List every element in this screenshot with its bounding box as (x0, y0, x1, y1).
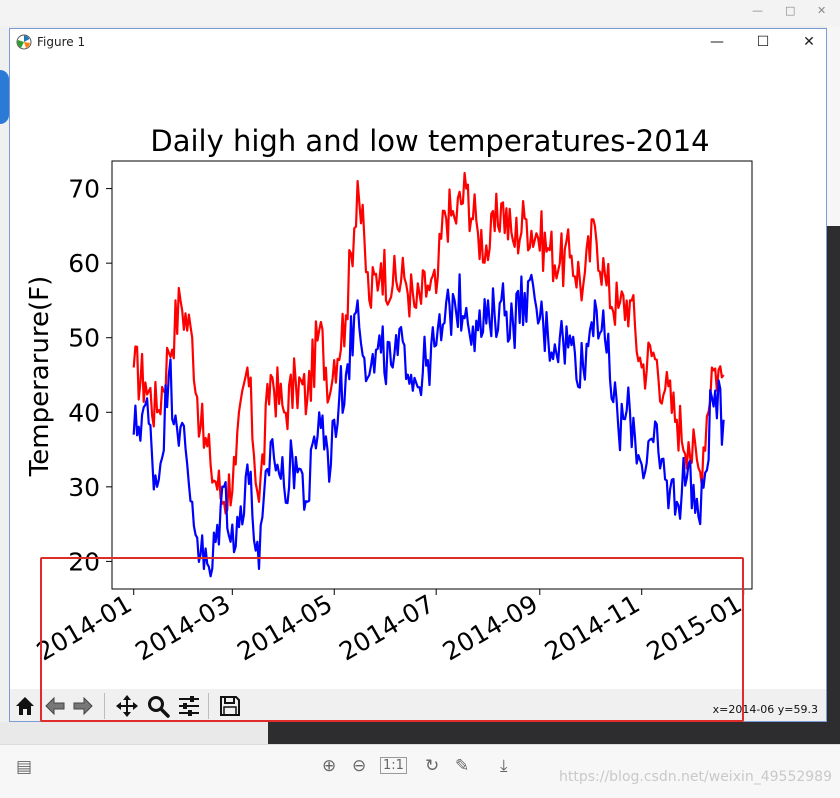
outer-maximize-button[interactable]: □ (785, 4, 796, 17)
pan-icon[interactable] (115, 694, 139, 718)
minimize-button[interactable]: — (710, 34, 724, 50)
gallery-icon[interactable]: ▤ (16, 757, 33, 777)
outer-title-bar: — □ ✕ (0, 0, 840, 26)
fit-icon[interactable]: 1:1 (380, 757, 407, 774)
background-app-left (0, 26, 9, 766)
y-tick-label: 30 (68, 473, 100, 502)
image-viewer-toolbar: ▤ ⊕ ⊖ 1:1 ↻ ✎ ⤓ https://blog.csdn.net/we… (0, 744, 840, 798)
background-app-accent (0, 70, 9, 124)
save-icon[interactable] (218, 694, 242, 718)
maximize-button[interactable]: ☐ (756, 34, 770, 50)
back-icon[interactable] (43, 694, 67, 718)
toolbar-separator (208, 693, 209, 719)
y-tick-label: 70 (68, 175, 100, 204)
matplotlib-logo-icon (16, 34, 32, 50)
axes-frame (111, 160, 753, 590)
chart-title: Daily high and low temperatures-2014 (150, 124, 709, 158)
watermark: https://blog.csdn.net/weixin_49552989 (558, 769, 832, 785)
y-tick-label: 40 (68, 398, 100, 427)
cursor-coordinates: x=2014-06 y=59.3 (712, 703, 818, 716)
series-line-low (132, 273, 725, 578)
figure-toolbar: x=2014-06 y=59.3 (10, 689, 826, 721)
toolbar-separator (104, 693, 105, 719)
figure-canvas[interactable]: 20 30 40 50 60 70 2014-01 2014-03 2014-05 2014-0… (10, 55, 826, 689)
rotate-icon[interactable]: ↻ (425, 756, 440, 776)
series-line-high (132, 171, 725, 515)
close-button[interactable]: ✕ (803, 34, 815, 50)
window-title: Figure 1 (37, 35, 86, 49)
annotation-highlight-box (40, 557, 744, 722)
zoom-in-icon[interactable]: ⊕ (322, 756, 337, 776)
background-panel-bottom-right (268, 722, 840, 744)
outer-minimize-button[interactable]: — (752, 4, 763, 17)
configure-subplots-icon[interactable] (177, 694, 201, 718)
home-icon[interactable] (13, 694, 37, 718)
y-tick-label: 20 (68, 547, 100, 576)
y-tick-label: 60 (68, 249, 100, 278)
background-panel-bottom-left (0, 722, 268, 744)
y-tick-label: 50 (68, 324, 100, 353)
zoom-icon[interactable] (146, 694, 170, 718)
outer-close-button[interactable]: ✕ (817, 4, 827, 17)
figure-window: Figure 1 — ☐ ✕ 20 30 40 50 60 70 2014-01 2014-… (9, 28, 827, 722)
edit-icon[interactable]: ✎ (455, 756, 470, 776)
y-axis-label: Temperarure(F) (25, 276, 55, 477)
window-title-bar: Figure 1 — ☐ ✕ (10, 29, 826, 55)
forward-icon[interactable] (71, 694, 95, 718)
background-editor-right-top (827, 26, 840, 226)
zoom-out-icon[interactable]: ⊖ (352, 756, 367, 776)
download-icon[interactable]: ⤓ (500, 756, 508, 776)
